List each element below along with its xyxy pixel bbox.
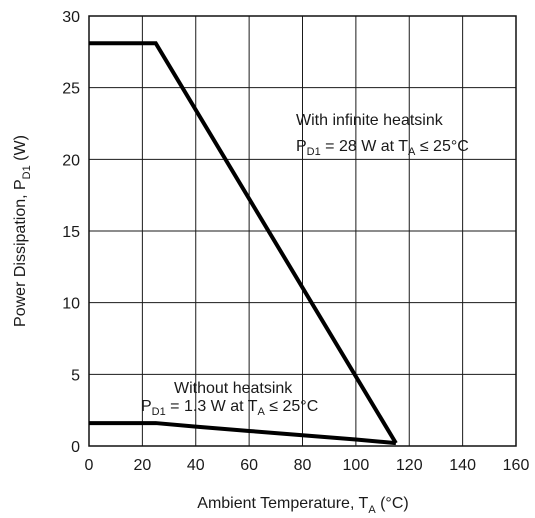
annotation-without-heatsink-line1: Without heatsink (174, 380, 293, 397)
y-tick-label-5: 25 (62, 81, 80, 98)
series-lines (89, 41, 398, 446)
y-tick-label-3: 15 (62, 224, 80, 241)
annotation-infinite-heatsink-line1: With infinite heatsink (296, 112, 444, 129)
x-axis-label: Ambient Temperature, TA (°C) (197, 495, 408, 516)
x-tick-label-8: 160 (503, 457, 530, 474)
annotation-without-heatsink-line2: PD1 = 1.3 W at TA ≤ 25°C (141, 398, 318, 418)
x-tick-labels: 0 20 40 60 80 100 120 140 160 (85, 457, 530, 474)
y-tick-label-1: 5 (71, 367, 80, 384)
x-tick-label-0: 0 (85, 457, 94, 474)
annotation-infinite-heatsink-line2: PD1 = 28 W at TA ≤ 25°C (296, 138, 469, 158)
x-tick-label-7: 140 (449, 457, 476, 474)
y-tick-label-4: 20 (62, 152, 80, 169)
y-tick-labels: 0 5 10 15 20 25 30 (62, 9, 80, 456)
x-tick-label-1: 20 (133, 457, 151, 474)
series-line-1 (89, 421, 397, 446)
x-tick-label-2: 40 (187, 457, 205, 474)
series-line-0 (89, 41, 398, 445)
plot-frame (88, 15, 517, 447)
y-tick-label-0: 0 (71, 439, 80, 456)
y-axis-label: Power Dissipation, PD1 (W) (12, 135, 33, 327)
y-tick-label-2: 10 (62, 296, 80, 313)
x-tick-label-5: 100 (343, 457, 370, 474)
x-tick-label-4: 80 (294, 457, 312, 474)
x-tick-label-6: 120 (396, 457, 423, 474)
x-tick-label-3: 60 (240, 457, 258, 474)
grid-lines (88, 15, 517, 447)
y-tick-label-6: 30 (62, 9, 80, 26)
